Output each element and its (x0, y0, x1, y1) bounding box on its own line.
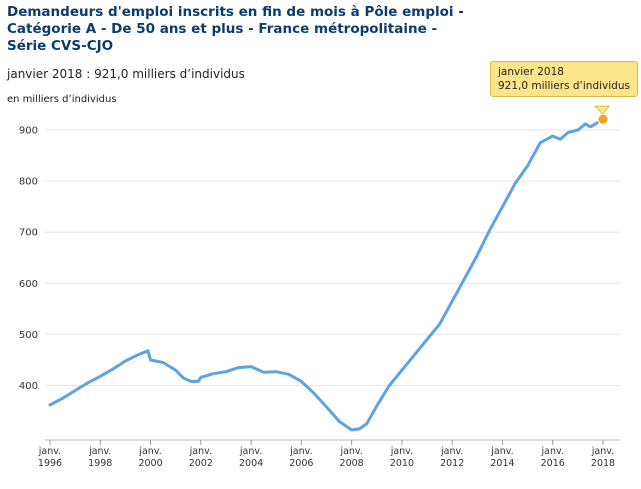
y-axis-ticks: 400 500 600 700 800 900 (19, 126, 38, 393)
grid (45, 129, 620, 441)
series-group (48, 105, 610, 432)
x-tick-year: 1996 (38, 458, 62, 469)
x-tick-month: janv. (189, 446, 212, 457)
x-tick-month: janv. (390, 446, 413, 457)
tooltip: janvier 2018 921,0 milliers d’individus (490, 61, 638, 97)
y-tick-label: 600 (19, 279, 38, 290)
x-tick-year: 2002 (189, 458, 213, 469)
x-tick-year: 2010 (390, 458, 414, 469)
x-tick-month: janv. (490, 446, 513, 457)
series-line-0 (48, 117, 605, 432)
x-tick-month: janv. (138, 446, 161, 457)
x-tick-year: 2008 (340, 458, 364, 469)
chart-title: Demandeurs d'emploi inscrits en fin de m… (7, 4, 464, 54)
x-tick-month: janv. (38, 446, 61, 457)
y-tick-label: 900 (19, 126, 38, 137)
x-tick-year: 2006 (289, 458, 313, 469)
x-tick-month: janv. (339, 446, 362, 457)
y-tick-label: 800 (19, 177, 38, 188)
x-tick-year: 2016 (541, 458, 565, 469)
y-tick-label: 500 (19, 330, 38, 341)
tooltip-value: 921,0 milliers d’individus (498, 80, 630, 92)
x-tick-month: janv. (239, 446, 262, 457)
x-tick-year: 1998 (88, 458, 112, 469)
y-tick-label: 400 (19, 381, 38, 392)
y-axis-label: en milliers d’individus (7, 94, 117, 105)
x-tick-month: janv. (289, 446, 312, 457)
x-tick-year: 2000 (138, 458, 162, 469)
x-tick-year: 2012 (440, 458, 464, 469)
x-tick-month: janv. (591, 446, 614, 457)
x-axis-ticks: janv.1996janv.1998janv.2000janv.2002janv… (38, 440, 615, 469)
x-tick-month: janv. (541, 446, 564, 457)
x-tick-year: 2014 (490, 458, 514, 469)
chart-subtitle: janvier 2018 : 921,0 milliers d’individu… (7, 67, 245, 81)
y-tick-label: 700 (19, 228, 38, 239)
x-tick-year: 2018 (591, 458, 615, 469)
tooltip-date: janvier 2018 (498, 66, 564, 78)
highlight-point (597, 113, 609, 125)
x-tick-month: janv. (88, 446, 111, 457)
x-tick-month: janv. (440, 446, 463, 457)
x-tick-year: 2004 (239, 458, 263, 469)
tooltip-pointer (593, 105, 610, 116)
